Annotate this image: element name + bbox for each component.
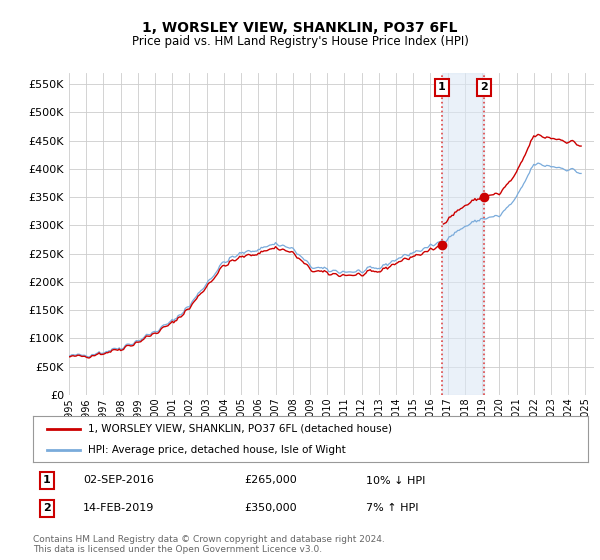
Text: 1: 1 xyxy=(438,82,446,92)
Text: Price paid vs. HM Land Registry's House Price Index (HPI): Price paid vs. HM Land Registry's House … xyxy=(131,35,469,48)
Text: 1, WORSLEY VIEW, SHANKLIN, PO37 6FL (detached house): 1, WORSLEY VIEW, SHANKLIN, PO37 6FL (det… xyxy=(89,424,392,434)
Text: 2: 2 xyxy=(43,503,51,514)
Text: HPI: Average price, detached house, Isle of Wight: HPI: Average price, detached house, Isle… xyxy=(89,445,346,455)
Text: Contains HM Land Registry data © Crown copyright and database right 2024.
This d: Contains HM Land Registry data © Crown c… xyxy=(33,535,385,554)
Text: £350,000: £350,000 xyxy=(244,503,296,514)
Bar xyxy=(442,73,484,395)
Text: 1: 1 xyxy=(43,475,51,486)
Text: 10% ↓ HPI: 10% ↓ HPI xyxy=(366,475,425,486)
Text: 2: 2 xyxy=(481,82,488,92)
Text: £265,000: £265,000 xyxy=(244,475,296,486)
Text: 02-SEP-2016: 02-SEP-2016 xyxy=(83,475,154,486)
Text: 1, WORSLEY VIEW, SHANKLIN, PO37 6FL: 1, WORSLEY VIEW, SHANKLIN, PO37 6FL xyxy=(142,21,458,35)
Text: 7% ↑ HPI: 7% ↑ HPI xyxy=(366,503,419,514)
Text: 14-FEB-2019: 14-FEB-2019 xyxy=(83,503,154,514)
